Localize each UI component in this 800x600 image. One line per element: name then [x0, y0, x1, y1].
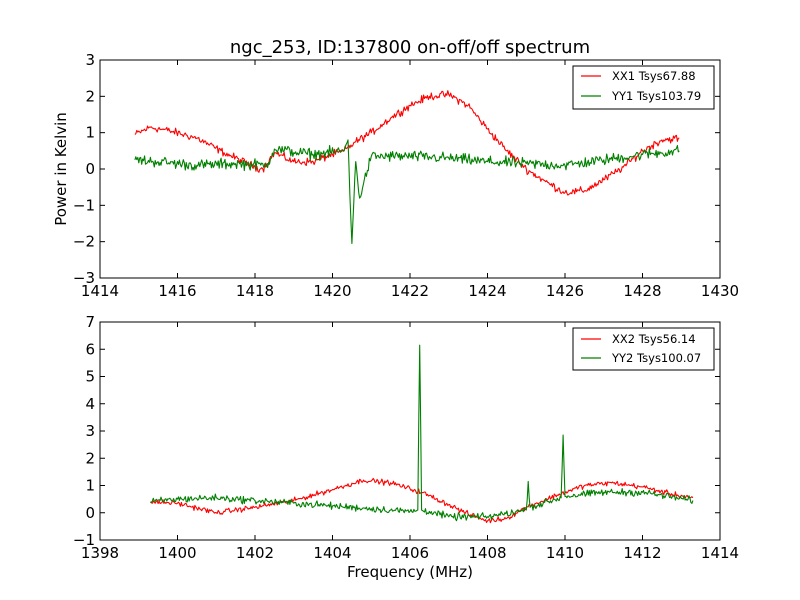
- top-y-tick-label: 3: [85, 51, 95, 69]
- bottom-y-tick-label: 4: [85, 395, 95, 413]
- bottom-x-tick-label: 1412: [623, 544, 661, 562]
- top-axis-ticks: 1414 1416 1418 1420 1422 1424 1426 1428 1430 −3 −2…: [73, 51, 739, 300]
- bottom-axis-ticks: 1398 1400 1402 1404 1406 1408 1410 1412 1414 −1 0 1…: [73, 313, 739, 562]
- top-y-axis-label: Power in Kelvin: [52, 112, 70, 226]
- top-x-tick-label: 1416: [158, 282, 196, 300]
- bottom-legend: XX2 Tsys56.14 YY2 Tsys100.07: [572, 327, 715, 371]
- bottom-x-tick-label: 1406: [391, 544, 429, 562]
- top-x-tick-label: 1426: [546, 282, 584, 300]
- top-legend-label-1: XX1 Tsys67.88: [612, 69, 696, 83]
- top-series-line-2: [134, 139, 680, 245]
- top-y-tick-label: −2: [73, 233, 95, 251]
- top-axes-frame: [99, 59, 721, 279]
- bottom-legend-label-1: XX2 Tsys56.14: [612, 332, 696, 346]
- top-series-line-1: [134, 90, 680, 196]
- top-legend: XX1 Tsys67.88 YY1 Tsys103.79: [572, 65, 715, 110]
- bottom-y-tick-label: 3: [85, 422, 95, 440]
- bottom-x-tick-label: 1400: [158, 544, 196, 562]
- top-x-tick-label: 1422: [391, 282, 429, 300]
- bottom-y-tick-label: 1: [85, 477, 95, 495]
- top-y-tick-label: −1: [73, 196, 95, 214]
- bottom-y-tick-label: 7: [85, 313, 95, 331]
- top-x-tick-label: 1414: [81, 282, 119, 300]
- top-x-tick-label: 1430: [701, 282, 739, 300]
- bottom-legend-label-2: YY2 Tsys100.07: [611, 351, 701, 365]
- bottom-y-tick-label: 2: [85, 449, 95, 467]
- bottom-y-tick-label: −1: [73, 531, 95, 549]
- top-x-tick-label: 1428: [623, 282, 661, 300]
- bottom-series-layer: [150, 344, 694, 524]
- top-x-tick-label: 1418: [236, 282, 274, 300]
- bottom-series-line-2: [150, 344, 694, 522]
- top-x-tick-label: 1420: [313, 282, 351, 300]
- top-spectrum-panel: ngc_253, ID:137800 on-off/off spectrum P…: [52, 37, 739, 300]
- bottom-y-tick-label: 6: [85, 340, 95, 358]
- bottom-x-tick-label: 1410: [546, 544, 584, 562]
- bottom-x-tick-label: 1398: [81, 544, 119, 562]
- top-legend-box: [572, 65, 715, 110]
- top-y-tick-label: −3: [73, 269, 95, 287]
- top-series-layer: [134, 90, 680, 245]
- top-chart-title: ngc_253, ID:137800 on-off/off spectrum: [230, 37, 590, 58]
- bottom-spectrum-panel: Frequency (MHz) 1398 1400 1402 1404 1406 1408…: [73, 313, 739, 581]
- bottom-y-tick-label: 5: [85, 368, 95, 386]
- bottom-axes-frame: [99, 321, 721, 541]
- top-legend-label-2: YY1 Tsys103.79: [611, 89, 701, 103]
- bottom-x-tick-label: 1404: [313, 544, 351, 562]
- bottom-legend-box: [572, 327, 715, 371]
- bottom-y-tick-label: 0: [85, 504, 95, 522]
- top-y-tick-label: 2: [85, 87, 95, 105]
- bottom-x-axis-label: Frequency (MHz): [347, 563, 473, 581]
- top-y-tick-label: 0: [85, 160, 95, 178]
- top-y-tick-label: 1: [85, 124, 95, 142]
- top-x-tick-label: 1424: [468, 282, 506, 300]
- bottom-x-tick-label: 1408: [468, 544, 506, 562]
- bottom-x-tick-label: 1414: [701, 544, 739, 562]
- bottom-x-tick-label: 1402: [236, 544, 274, 562]
